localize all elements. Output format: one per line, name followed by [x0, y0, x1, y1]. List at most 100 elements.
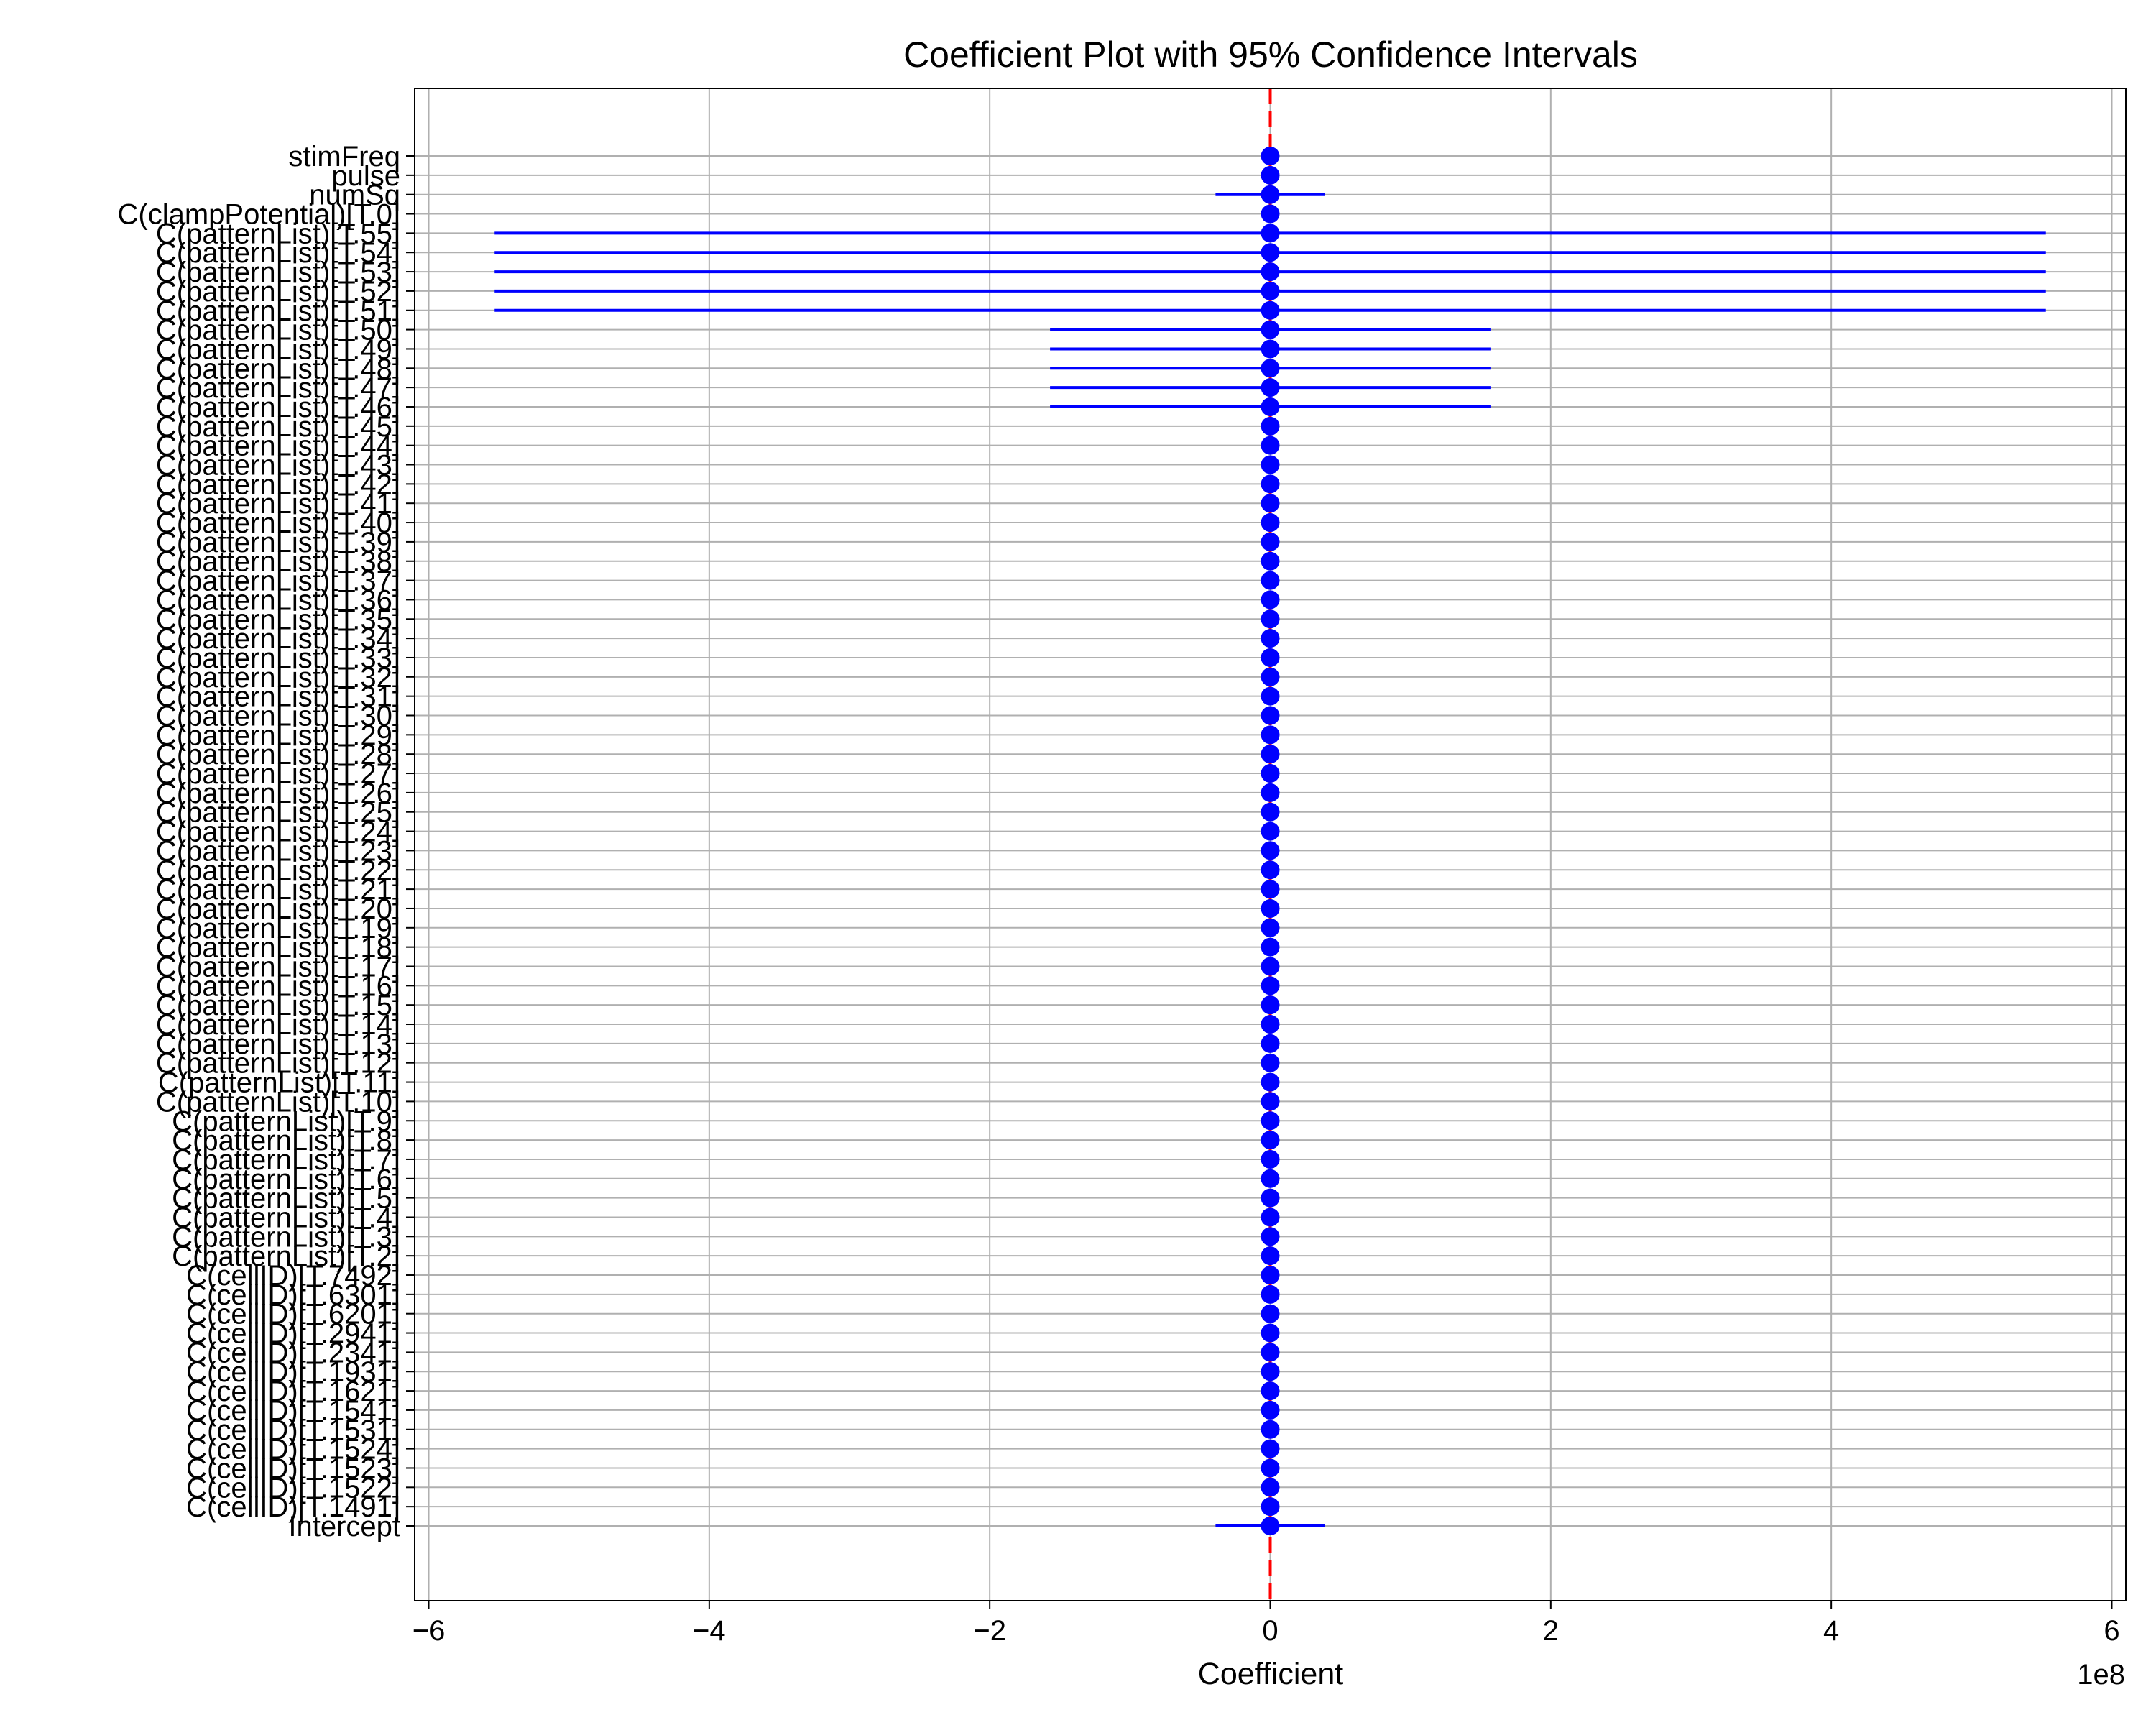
coefficient-point [1261, 455, 1280, 474]
y-axis-ticks: stimFreqpulsenumSqC(clampPotential)[T.0]… [118, 141, 415, 1542]
coefficient-point [1261, 1131, 1280, 1150]
coefficient-point [1261, 1072, 1280, 1092]
y-tick-label: C(patternList)[T.42] [156, 469, 400, 500]
y-tick-label: C(patternList)[T.34] [156, 623, 400, 655]
coefficient-point [1261, 1517, 1280, 1535]
coefficient-point [1261, 1362, 1280, 1381]
y-tick-label: C(patternList)[T.40] [156, 507, 400, 539]
y-tick-label: C(patternList)[T.19] [156, 913, 400, 944]
y-tick-label: C(patternList)[T.50] [156, 315, 400, 346]
coefficient-point [1261, 706, 1280, 725]
y-tick-label: C(patternList)[T.53] [156, 257, 400, 288]
y-tick-label: C(patternList)[T.18] [156, 932, 400, 964]
coefficient-point [1261, 937, 1280, 957]
x-tick-label: 4 [1823, 1615, 1839, 1647]
y-tick-label: C(patternList)[T.9] [172, 1105, 400, 1137]
y-tick-label: C(patternList)[T.35] [156, 604, 400, 635]
coefficient-point [1261, 1497, 1280, 1517]
coefficient-point [1261, 1266, 1280, 1285]
coefficient-point [1261, 243, 1280, 262]
coefficient-point [1261, 1111, 1280, 1131]
y-tick-label: C(patternList)[T.41] [156, 488, 400, 520]
y-tick-label: C(patternList)[T.36] [156, 584, 400, 616]
y-tick-label: pulse [331, 160, 400, 192]
coefficient-point [1261, 1034, 1280, 1053]
y-tick-label: C(patternList)[T.22] [156, 855, 400, 886]
coefficient-point [1261, 1323, 1280, 1343]
y-tick-label: C(patternList)[T.27] [156, 758, 400, 790]
y-tick-label: C(patternList)[T.52] [156, 276, 400, 308]
coefficient-point [1261, 1478, 1280, 1497]
y-tick-label: numSq [309, 180, 400, 211]
y-tick-label: C(cellID)[T.1523] [186, 1453, 400, 1484]
y-tick-label: C(clampPotential)[T.0] [118, 199, 400, 231]
y-tick-label: C(patternList)[T.29] [156, 719, 400, 751]
coefficient-point [1261, 532, 1280, 551]
coefficient-point [1261, 165, 1280, 185]
coefficient-point [1261, 300, 1280, 320]
y-tick-label: C(patternList)[T.45] [156, 411, 400, 443]
coefficient-point [1261, 204, 1280, 224]
y-tick-label: C(patternList)[T.24] [156, 816, 400, 848]
y-tick-label: C(patternList)[T.5] [172, 1183, 400, 1215]
coefficient-markers [1261, 147, 1280, 1535]
coefficient-point [1261, 1188, 1280, 1208]
coefficient-point [1261, 1053, 1280, 1072]
coefficient-point [1261, 745, 1280, 764]
coefficient-point [1261, 898, 1280, 918]
coefficient-point [1261, 147, 1280, 165]
y-tick-label: stimFreq [288, 141, 400, 172]
coefficient-point [1261, 860, 1280, 880]
y-tick-label: C(patternList)[T.21] [156, 874, 400, 906]
coefficient-point [1261, 1092, 1280, 1111]
coefficient-point [1261, 764, 1280, 783]
y-tick-label: C(patternList)[T.25] [156, 797, 400, 829]
y-tick-label: C(patternList)[T.39] [156, 527, 400, 558]
y-tick-label: C(patternList)[T.23] [156, 835, 400, 867]
coefficient-point [1261, 224, 1280, 243]
y-tick-label: C(patternList)[T.32] [156, 662, 400, 694]
coefficient-point [1261, 1304, 1280, 1323]
coefficient-point [1261, 474, 1280, 494]
coefficient-point [1261, 841, 1280, 860]
y-tick-label: C(patternList)[T.11] [158, 1067, 400, 1099]
y-tick-label: C(patternList)[T.14] [156, 1009, 400, 1041]
y-tick-label: C(patternList)[T.33] [156, 643, 400, 674]
coefficient-point [1261, 436, 1280, 455]
coefficient-point [1261, 1169, 1280, 1188]
x-axis-offset-label: 1e8 [2077, 1659, 2125, 1690]
coefficient-point [1261, 513, 1280, 533]
y-tick-label: C(patternList)[T.7] [172, 1144, 400, 1176]
coefficient-point [1261, 551, 1280, 571]
coefficient-point [1261, 1149, 1280, 1169]
y-tick-label: C(patternList)[T.31] [156, 681, 400, 713]
y-tick-label: C(cellID)[T.1522] [186, 1472, 400, 1504]
y-tick-label: C(patternList)[T.46] [156, 392, 400, 423]
y-tick-label: C(patternList)[T.12] [156, 1048, 400, 1080]
y-tick-label: C(patternList)[T.38] [156, 546, 400, 578]
x-tick-label: −6 [413, 1615, 446, 1647]
x-tick-label: 0 [1262, 1615, 1278, 1647]
x-tick-label: −2 [973, 1615, 1006, 1647]
chart-title: Coefficient Plot with 95% Confidence Int… [903, 34, 1638, 75]
y-tick-label: C(patternList)[T.30] [156, 701, 400, 732]
coefficient-point [1261, 880, 1280, 899]
coefficient-point [1261, 378, 1280, 397]
x-axis-label: Coefficient [1198, 1657, 1343, 1691]
coefficient-point [1261, 359, 1280, 378]
y-tick-label: C(patternList)[T.2] [172, 1241, 400, 1272]
y-tick-label: C(patternList)[T.4] [172, 1202, 400, 1233]
y-tick-label: C(cellID)[T.1621] [186, 1376, 400, 1407]
y-tick-label: C(patternList)[T.43] [156, 450, 400, 482]
y-tick-label: C(cellID)[T.6301] [186, 1279, 400, 1311]
y-tick-label: C(cellID)[T.1931] [186, 1356, 400, 1388]
coefficient-point [1261, 822, 1280, 841]
coefficient-point [1261, 1458, 1280, 1478]
y-tick-label: C(patternList)[T.26] [156, 778, 400, 809]
y-tick-label: C(patternList)[T.48] [156, 353, 400, 385]
y-tick-label: C(cellID)[T.1491] [186, 1491, 400, 1523]
coefficient-point [1261, 416, 1280, 436]
coefficient-point [1261, 1284, 1280, 1304]
coefficient-point [1261, 339, 1280, 359]
